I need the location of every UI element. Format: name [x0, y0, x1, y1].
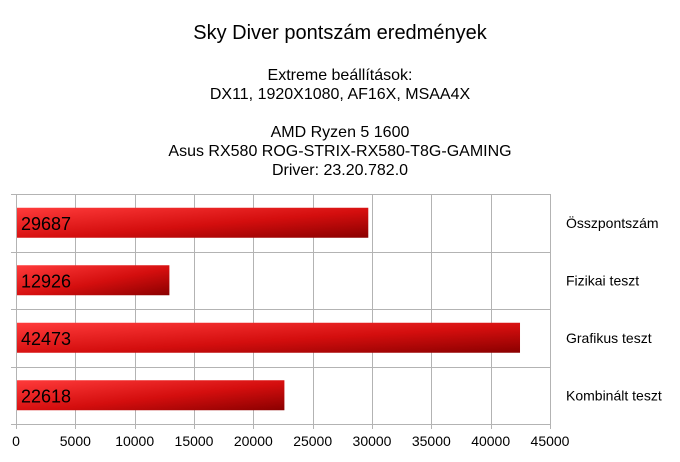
value-label: 12926	[21, 271, 71, 291]
x-tick-label: 40000	[471, 433, 510, 449]
subtitle-line-4: Asus RX580 ROG-STRIX-RX580-T8G-GAMING	[168, 143, 512, 160]
x-tick-label: 30000	[353, 433, 392, 449]
x-tick-label: 20000	[234, 433, 273, 449]
value-label: 42473	[21, 329, 71, 349]
x-tick-label: 5000	[60, 433, 91, 449]
subtitle-line-3: AMD Ryzen 5 1600	[270, 124, 410, 141]
bar	[17, 322, 521, 353]
subtitle-line-1: Extreme beállítások:	[267, 67, 413, 84]
category-label: Grafikus teszt	[566, 330, 652, 346]
chart-title: Sky Diver pontszám eredmények	[193, 22, 487, 44]
category-label: Összpontszám	[566, 214, 659, 231]
value-label: 22618	[21, 386, 71, 406]
x-tick-label: 10000	[115, 433, 154, 449]
category-label: Kombinált teszt	[566, 387, 662, 403]
bar	[17, 265, 170, 296]
x-tick-label: 25000	[293, 433, 332, 449]
bar	[17, 207, 369, 238]
value-label: 29687	[21, 214, 71, 234]
subtitle-line-5: Driver: 23.20.782.0	[271, 162, 409, 179]
x-tick-label: 35000	[412, 433, 451, 449]
x-tick-label: 15000	[175, 433, 214, 449]
x-tick-label: 0	[12, 433, 20, 449]
x-tick-label: 45000	[531, 433, 570, 449]
category-label: Fizikai teszt	[566, 272, 639, 288]
subtitle-line-2: DX11, 1920X1080, AF16X, MSAA4X	[209, 86, 471, 103]
bar	[17, 380, 285, 411]
